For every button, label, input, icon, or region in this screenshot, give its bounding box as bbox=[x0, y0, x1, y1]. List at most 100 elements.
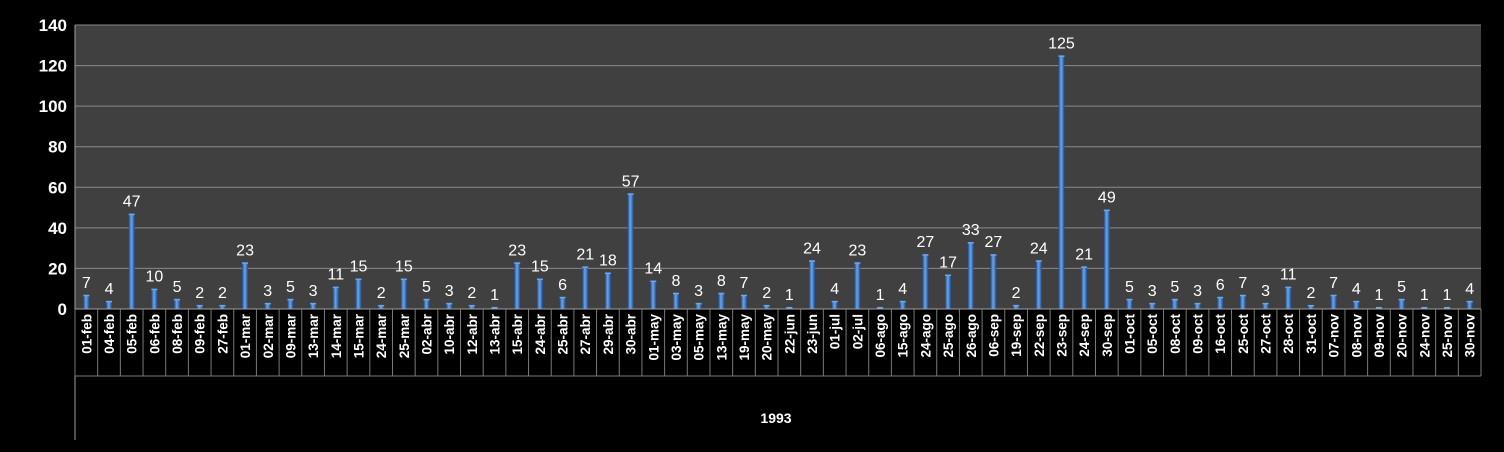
x-tick-label: 06-sep bbox=[986, 314, 1001, 357]
x-tick-label: 12-abr bbox=[465, 313, 480, 354]
data-label: 6 bbox=[1216, 277, 1225, 294]
bar bbox=[355, 278, 362, 309]
y-tick-label: 80 bbox=[48, 138, 67, 157]
x-tick-label: 15-mar bbox=[351, 313, 366, 358]
data-label: 1 bbox=[490, 287, 499, 304]
data-label: 49 bbox=[1098, 190, 1116, 207]
data-label: 15 bbox=[350, 259, 368, 276]
bar bbox=[945, 274, 952, 309]
x-tick-label: 30-sep bbox=[1100, 314, 1115, 357]
bar-top bbox=[1171, 298, 1178, 301]
x-tick-label: 03-may bbox=[669, 314, 684, 361]
bar-top bbox=[899, 300, 906, 303]
x-tick-label: 27-feb bbox=[215, 314, 230, 354]
bar-top bbox=[468, 304, 475, 307]
bar-top bbox=[1307, 304, 1314, 307]
bar bbox=[1307, 304, 1314, 309]
data-label: 7 bbox=[740, 275, 749, 292]
bar bbox=[83, 294, 90, 309]
bar bbox=[740, 294, 747, 309]
bar bbox=[1217, 296, 1224, 309]
bar bbox=[1239, 294, 1246, 309]
data-label: 1 bbox=[876, 287, 885, 304]
bar bbox=[695, 302, 702, 309]
bar-top bbox=[945, 274, 952, 277]
bar-top bbox=[174, 298, 181, 301]
data-label: 15 bbox=[395, 259, 413, 276]
data-label: 21 bbox=[576, 246, 594, 263]
bar-top bbox=[196, 304, 203, 307]
x-axis-group-label: 1993 bbox=[760, 410, 791, 426]
bar bbox=[899, 300, 906, 309]
x-tick-label: 06-ago bbox=[873, 314, 888, 358]
data-label: 5 bbox=[422, 279, 431, 296]
data-label: 5 bbox=[173, 279, 182, 296]
x-tick-label: 01-may bbox=[646, 314, 661, 361]
data-label: 3 bbox=[1148, 283, 1157, 300]
x-tick-label: 07-nov bbox=[1327, 314, 1342, 358]
bar-top bbox=[264, 302, 271, 305]
data-label: 15 bbox=[531, 259, 549, 276]
data-label: 3 bbox=[445, 283, 454, 300]
bar-top bbox=[446, 302, 453, 305]
data-label: 4 bbox=[898, 281, 907, 298]
y-axis-tick-labels: 0 20 40 60 80 100 120 140 bbox=[39, 16, 67, 319]
bars bbox=[83, 55, 1473, 309]
data-label: 2 bbox=[218, 285, 227, 302]
data-label: 1 bbox=[1420, 287, 1429, 304]
x-tick-label: 09-nov bbox=[1372, 314, 1387, 358]
bar-top bbox=[1194, 302, 1201, 305]
x-tick-label: 27-oct bbox=[1259, 313, 1274, 353]
data-label: 27 bbox=[917, 234, 935, 251]
x-tick-label: 24-abr bbox=[533, 313, 548, 354]
bar-top bbox=[831, 300, 838, 303]
x-tick-label: 01-jul bbox=[828, 314, 843, 349]
data-label: 11 bbox=[327, 267, 344, 284]
bar-top bbox=[1398, 298, 1405, 301]
bar bbox=[604, 272, 611, 309]
bar-top bbox=[786, 306, 793, 309]
bar bbox=[627, 193, 634, 309]
bar-top bbox=[604, 272, 611, 274]
bar-top bbox=[1239, 294, 1246, 297]
data-label: 3 bbox=[694, 283, 703, 300]
bar-top bbox=[1421, 306, 1428, 309]
x-tick-label: 20-may bbox=[760, 314, 775, 361]
x-tick-label: 14-mar bbox=[329, 313, 344, 358]
bar-top bbox=[151, 288, 158, 291]
data-label: 27 bbox=[985, 234, 1003, 251]
x-tick-label: 19-sep bbox=[1009, 314, 1024, 357]
data-label: 7 bbox=[1329, 275, 1338, 292]
plot-area bbox=[75, 25, 1481, 309]
x-tick-label: 06-feb bbox=[147, 314, 162, 354]
data-label: 24 bbox=[803, 240, 821, 257]
bar bbox=[1013, 304, 1020, 309]
data-label: 18 bbox=[599, 252, 617, 269]
bar-top bbox=[672, 292, 679, 295]
bar-top bbox=[1330, 294, 1337, 297]
x-tick-label: 29-abr bbox=[601, 313, 616, 354]
bar-top bbox=[559, 296, 566, 299]
data-label: 24 bbox=[1030, 240, 1048, 257]
bar-top bbox=[83, 294, 90, 297]
bar-top bbox=[400, 278, 407, 281]
x-tick-label: 25-ago bbox=[941, 314, 956, 358]
bar-top bbox=[536, 278, 543, 281]
bar bbox=[582, 266, 589, 309]
x-tick-label: 30-abr bbox=[624, 313, 639, 354]
bar bbox=[1149, 302, 1156, 309]
bar bbox=[1285, 286, 1292, 309]
bar bbox=[242, 262, 249, 309]
bar-top bbox=[1375, 306, 1382, 309]
x-tick-label: 22-sep bbox=[1032, 314, 1047, 357]
bar-top bbox=[1013, 304, 1020, 307]
bar-top bbox=[990, 254, 997, 256]
bar bbox=[106, 300, 113, 309]
bar-top bbox=[650, 280, 657, 283]
y-tick-label: 140 bbox=[39, 16, 67, 35]
bar bbox=[310, 302, 317, 309]
bar-top bbox=[1103, 209, 1110, 212]
bar bbox=[1194, 302, 1201, 309]
x-tick-label: 05-may bbox=[692, 314, 707, 361]
x-tick-label: 10-abr bbox=[442, 313, 457, 354]
